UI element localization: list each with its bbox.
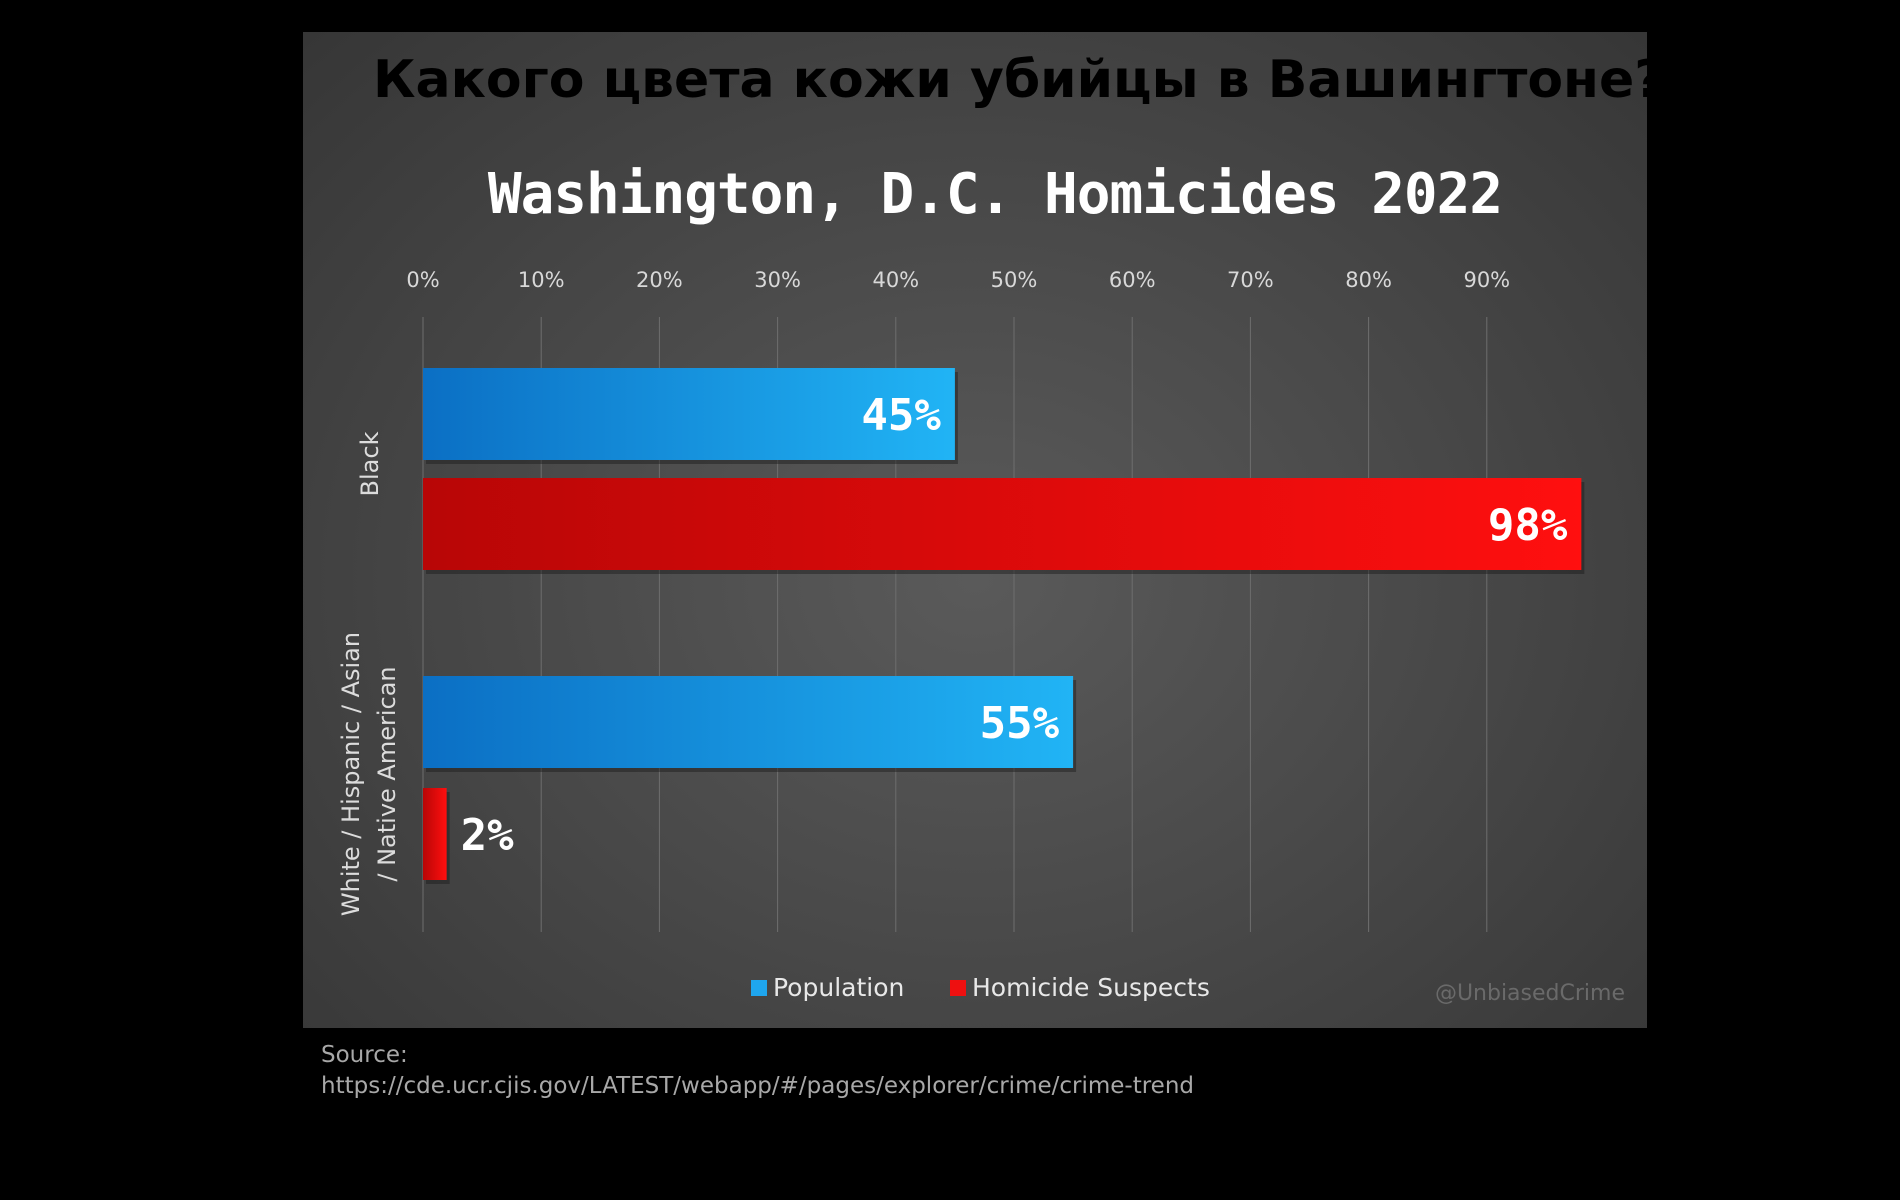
category-label: White / Hispanic / Asian / Native America…	[337, 632, 401, 916]
x-tick-label: 10%	[518, 268, 565, 292]
category-label: Black	[356, 431, 384, 496]
chart-panel: Какого цвета кожи убийцы в Вашингтоне? W…	[303, 32, 1665, 1028]
x-tick-label: 30%	[754, 268, 801, 292]
x-tick-label: 70%	[1227, 268, 1274, 292]
legend-swatch	[751, 980, 767, 996]
category-label-line: White / Hispanic / Asian	[337, 632, 365, 916]
bar-population	[423, 676, 1074, 768]
bar-chart: 0% 10% 20% 30% 40% 50% 60% 70% 80% 90% 45% 55% 98% 2…	[337, 268, 1585, 1002]
chart-title: Washington, D.C. Homicides 2022	[487, 162, 1503, 227]
legend-item-population: Population	[751, 973, 904, 1002]
bar-homicide	[423, 478, 1582, 570]
bar-data-label: 98%	[1488, 500, 1568, 551]
source-note: Source: https://cde.ucr.cjis.gov/LATEST/…	[321, 1040, 1194, 1102]
bar-homicide	[423, 788, 447, 880]
legend-label: Population	[773, 973, 904, 1002]
x-tick-label: 20%	[636, 268, 683, 292]
source-label: Source:	[321, 1042, 408, 1068]
x-tick-label: 0%	[406, 268, 439, 292]
x-tick-label: 80%	[1345, 268, 1392, 292]
legend-item-homicide: Homicide Suspects	[950, 973, 1210, 1002]
bar-data-label: 45%	[861, 390, 941, 441]
bars: 45% 55% 98% 2%	[423, 368, 1585, 884]
x-tick-label: 90%	[1463, 268, 1510, 292]
category-labels: Black White / Hispanic / Asian / Native Am…	[337, 431, 401, 916]
x-tick-label: 60%	[1109, 268, 1156, 292]
watermark: @UnbiasedCrime	[1434, 981, 1625, 1006]
x-axis-ticks: 0% 10% 20% 30% 40% 50% 60% 70% 80% 90%	[406, 268, 1510, 292]
bar-data-label: 55%	[980, 698, 1060, 749]
x-tick-label: 40%	[872, 268, 919, 292]
bar-data-label: 2%	[461, 810, 514, 861]
category-label-line: / Native American	[373, 666, 401, 881]
legend: Population Homicide Suspects	[751, 973, 1210, 1002]
bar-population	[423, 368, 955, 460]
legend-swatch	[950, 980, 966, 996]
headline: Какого цвета кожи убийцы в Вашингтоне?	[373, 50, 1665, 110]
legend-label: Homicide Suspects	[972, 973, 1210, 1002]
source-url: https://cde.ucr.cjis.gov/LATEST/webapp/#…	[321, 1073, 1195, 1099]
category-label-line: Black	[356, 431, 384, 496]
x-tick-label: 50%	[991, 268, 1038, 292]
